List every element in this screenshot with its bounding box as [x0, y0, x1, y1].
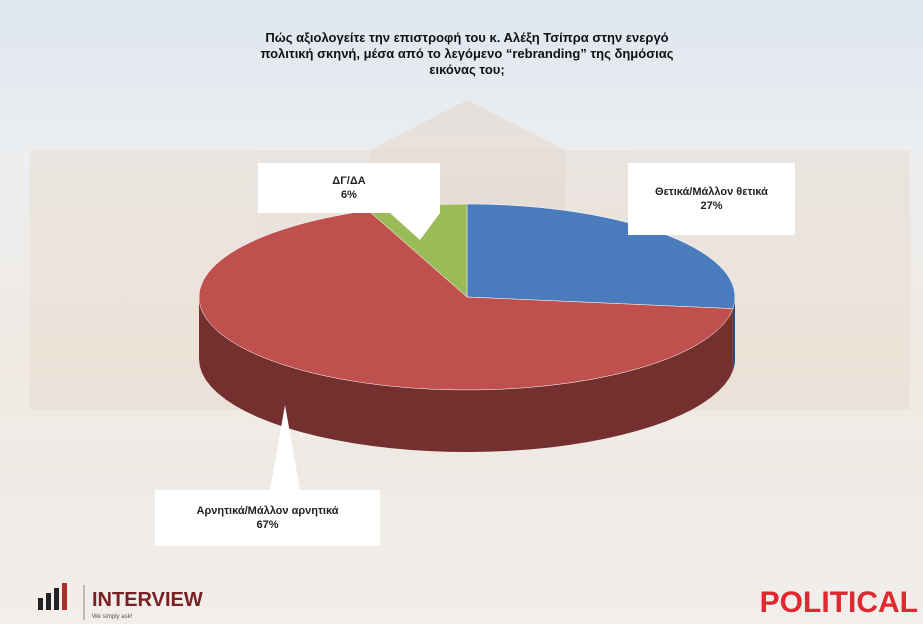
data-label-value: 27% — [628, 199, 795, 213]
data-label-name: Αρνητικά/Μάλλον αρνητικά — [155, 504, 380, 518]
data-label-value: 6% — [258, 188, 440, 202]
brand-tagline: We simply ask! — [92, 614, 133, 620]
brand-left: INTERVIEW — [92, 589, 203, 611]
pie — [199, 204, 735, 452]
page: INTERVIEW We simply ask! POLITICAL Πώς α… — [0, 0, 923, 624]
brand-right: POLITICAL — [760, 586, 918, 619]
data-label-name: ΔΓ/ΔΑ — [258, 174, 440, 188]
data-label-name: Θετικά/Μάλλον θετικά — [628, 185, 795, 199]
chart: INTERVIEW We simply ask! POLITICAL — [0, 0, 923, 624]
data-label-value: 67% — [155, 518, 380, 532]
chart-title: Πώς αξιολογείτε την επιστροφή του κ. Αλέ… — [250, 30, 684, 78]
